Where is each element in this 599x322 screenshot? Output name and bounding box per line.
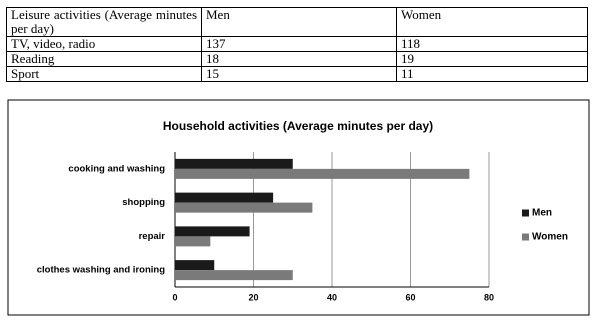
bar (175, 192, 274, 203)
table-row: TV, video, radio 137 118 (6, 36, 588, 52)
table-cell: Women (396, 7, 588, 37)
bar (175, 236, 211, 247)
x-tick-label: 20 (248, 292, 258, 302)
bar (175, 168, 470, 179)
y-tick-label: cooking and washing (68, 163, 165, 174)
bar (175, 226, 250, 237)
legend-swatch (522, 233, 529, 241)
x-tick-label: 60 (405, 292, 415, 302)
table-row: Sport 15 11 (6, 66, 588, 82)
leisure-table: Leisure activities (Average minutes per … (6, 7, 588, 82)
table-cell: Leisure activities (Average minutes per … (6, 7, 202, 37)
bar (175, 270, 293, 281)
table-cell: Sport (6, 66, 202, 82)
legend-label: Men (532, 208, 552, 219)
table-row: Reading 18 19 (6, 51, 588, 67)
bar (175, 202, 313, 213)
x-tick-label: 0 (172, 292, 177, 302)
chart-title: Household activities (Average minutes pe… (163, 119, 433, 133)
legend-swatch (522, 209, 529, 217)
table-cell: 118 (396, 36, 588, 52)
table-cell: Men (201, 7, 397, 37)
header-row: Leisure activities (Average minutes per … (6, 7, 588, 37)
y-tick-label: clothes washing and ironing (37, 265, 165, 276)
bar (175, 158, 293, 169)
legend-label: Women (532, 232, 568, 243)
table-cell: 11 (396, 66, 588, 82)
y-tick-label: shopping (122, 197, 165, 208)
x-tick-label: 80 (484, 292, 494, 302)
table-cell: 15 (201, 66, 397, 82)
bar (175, 260, 215, 271)
chart-frame (7, 99, 590, 316)
x-tick-label: 40 (327, 292, 337, 302)
y-tick-label: repair (139, 231, 166, 242)
